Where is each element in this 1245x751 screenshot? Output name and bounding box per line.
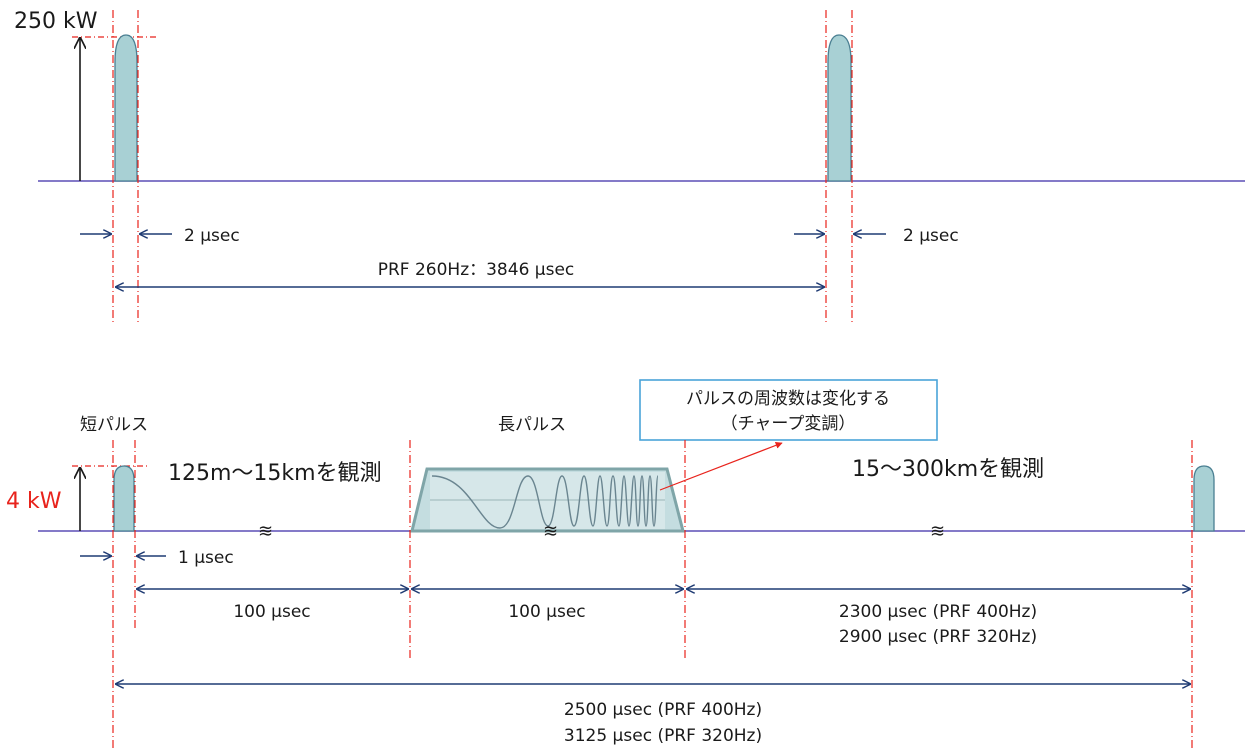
squiggle-mark-2: ≋ bbox=[543, 521, 558, 542]
total-label-2: 3125 μsec (PRF 320Hz) bbox=[564, 726, 762, 746]
long-range-label: 15～300kmを観測 bbox=[852, 457, 1044, 482]
callout-line-2: （チャープ変調） bbox=[721, 414, 856, 434]
long-chirp-pulse bbox=[410, 467, 685, 533]
long-pulse-label: 長パルス bbox=[498, 415, 566, 435]
gap-label: 100 μsec bbox=[233, 602, 310, 622]
long-width-label: 100 μsec bbox=[508, 602, 585, 622]
callout-pointer bbox=[659, 441, 783, 491]
next-short-pulse bbox=[1193, 465, 1215, 532]
top-diagram: 250 kW 2 μsec 2 μsec PRF 260Hz：3846 μsec bbox=[14, 9, 1245, 322]
bottom-diagram: 短パルス 長パルス 125m～15kmを観測 15～300kmを観測 4 kW … bbox=[6, 379, 1245, 751]
chirp-waveform bbox=[431, 475, 659, 529]
short-range-label: 125m～15kmを観測 bbox=[168, 461, 382, 486]
top-pulse-2 bbox=[827, 34, 852, 182]
short-pulse bbox=[113, 465, 135, 532]
callout-line-1: パルスの周波数は変化する bbox=[686, 389, 890, 409]
short-width-label: 1 μsec bbox=[178, 548, 234, 568]
top-pulse-1 bbox=[114, 34, 138, 182]
top-power-label: 250 kW bbox=[14, 9, 98, 34]
rest-label-2: 2900 μsec (PRF 320Hz) bbox=[839, 627, 1037, 647]
short-pulse-label: 短パルス bbox=[80, 415, 148, 435]
total-label-1: 2500 μsec (PRF 400Hz) bbox=[564, 700, 762, 720]
chirp-callout-box bbox=[639, 379, 938, 441]
squiggle-mark-1: ≋ bbox=[258, 521, 273, 542]
top-prf-label: PRF 260Hz：3846 μsec bbox=[378, 260, 575, 280]
squiggle-mark-3: ≋ bbox=[930, 521, 945, 542]
top-pulse-width-left: 2 μsec bbox=[184, 226, 240, 246]
top-pulse-width-right: 2 μsec bbox=[903, 226, 959, 246]
bottom-power-label: 4 kW bbox=[6, 489, 62, 514]
rest-label-1: 2300 μsec (PRF 400Hz) bbox=[839, 602, 1037, 622]
